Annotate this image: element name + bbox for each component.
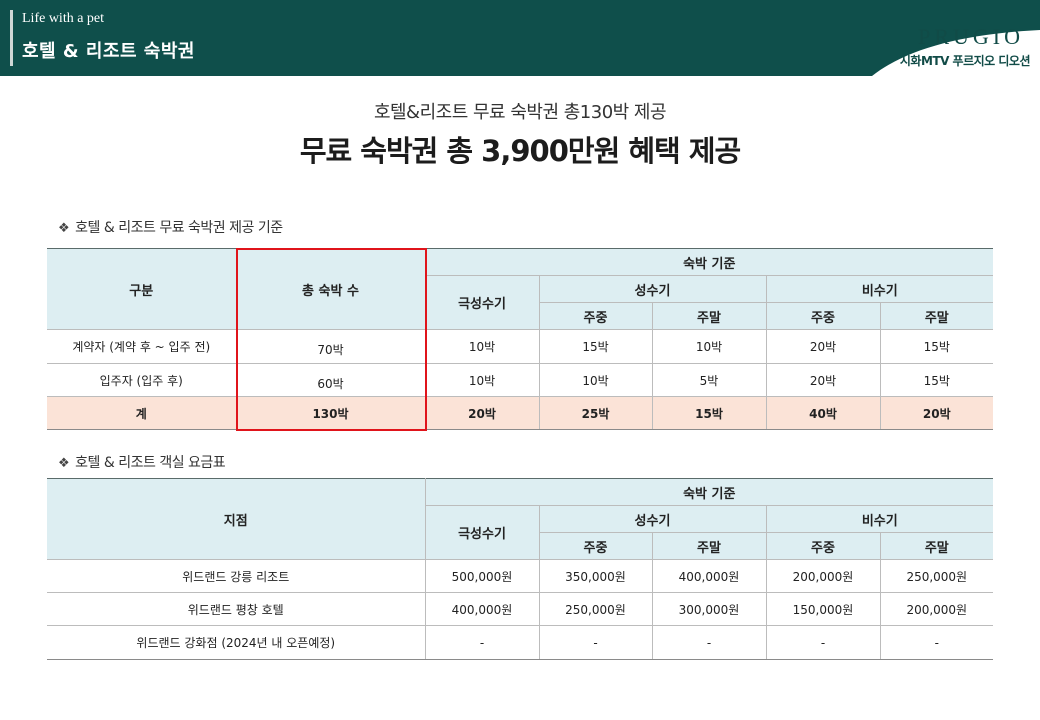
header-banner-shape xyxy=(0,0,1040,76)
total-cell: 20박 xyxy=(880,396,994,430)
total-cell: 20박 xyxy=(425,396,540,430)
header-off-peak: 비수기 xyxy=(766,275,994,303)
header-peak: 성수기 xyxy=(539,275,767,303)
table-cell: 15박 xyxy=(880,329,994,364)
table-cell: 10박 xyxy=(652,329,767,364)
table-cell: 10박 xyxy=(425,363,540,397)
row-label: 입주자 (입주 후) xyxy=(47,363,237,397)
total-cell: 15박 xyxy=(652,396,767,430)
header-peak-extreme: 극성수기 xyxy=(425,505,540,560)
header-peak: 성수기 xyxy=(539,505,767,533)
total-row: 계 130박 20박 25박 15박 40박 20박 xyxy=(47,396,994,430)
table-row: 위드랜드 평창 호텔 400,000원 250,000원 300,000원 15… xyxy=(47,592,994,626)
section2-title-text: 호텔 & 리조트 객실 요금표 xyxy=(75,455,226,471)
total-cell: 25박 xyxy=(539,396,653,430)
section2-title: ❖ 호텔 & 리조트 객실 요금표 xyxy=(58,452,226,472)
table-cell: 200,000원 xyxy=(880,592,994,626)
header-basis: 숙박 기준 xyxy=(425,248,994,276)
table-cell: 15박 xyxy=(539,329,653,364)
diamond-bullet-icon: ❖ xyxy=(58,221,70,236)
header-offpeak-weekday: 주중 xyxy=(766,302,881,330)
total-cell: 130박 xyxy=(236,396,426,430)
header-subtitle: Life with a pet xyxy=(22,11,105,26)
header-peak-extreme: 극성수기 xyxy=(425,275,540,330)
table-cell: 250,000원 xyxy=(539,592,653,626)
table-cell: - xyxy=(652,625,767,660)
table-cell: 10박 xyxy=(539,363,653,397)
table-cell: 5박 xyxy=(652,363,767,397)
row-label: 위드랜드 강화점 (2024년 내 오픈예정) xyxy=(47,625,426,660)
header-peak-weekend: 주말 xyxy=(652,532,767,560)
header-offpeak-weekend: 주말 xyxy=(880,532,994,560)
table-cell: 200,000원 xyxy=(766,559,881,593)
table-cell: 300,000원 xyxy=(652,592,767,626)
table-cell: 500,000원 xyxy=(425,559,540,593)
table-cell: - xyxy=(425,625,540,660)
table-cell: 15박 xyxy=(880,363,994,397)
row-label: 위드랜드 강릉 리조트 xyxy=(47,559,426,593)
table-cell: - xyxy=(880,625,994,660)
total-cell: 40박 xyxy=(766,396,881,430)
page-header: Life with a pet 호텔 & 리조트 숙박권 PRUGIO 시화MT… xyxy=(0,0,1040,76)
table-cell: 150,000원 xyxy=(766,592,881,626)
intro-line: 호텔&리조트 무료 숙박권 총130박 제공 xyxy=(373,102,667,123)
table-row: 계약자 (계약 후 ~ 입주 전) 70박 10박 15박 10박 20박 15… xyxy=(47,329,994,364)
header-off-peak: 비수기 xyxy=(766,505,994,533)
diamond-bullet-icon: ❖ xyxy=(58,456,70,471)
header-peak-weekday: 주중 xyxy=(539,532,653,560)
header-title: 호텔 & 리조트 숙박권 xyxy=(22,41,195,62)
table-cell: 400,000원 xyxy=(652,559,767,593)
cell-total-nights: 70박 xyxy=(236,329,426,364)
row-label: 계약자 (계약 후 ~ 입주 전) xyxy=(47,329,237,364)
brand-subtitle: 시화MTV 푸르지오 디오션 xyxy=(899,54,1031,68)
total-label: 계 xyxy=(47,396,237,430)
header-offpeak-weekend: 주말 xyxy=(880,302,994,330)
header-branch: 지점 xyxy=(47,478,426,560)
cell-total-nights: 60박 xyxy=(236,363,426,397)
header-basis: 숙박 기준 xyxy=(425,478,994,506)
row-label: 위드랜드 평창 호텔 xyxy=(47,592,426,626)
header-total-nights: 총 숙박 수 xyxy=(236,248,426,330)
section1-title: ❖ 호텔 & 리조트 무료 숙박권 제공 기준 xyxy=(58,217,283,237)
table-cell: 20박 xyxy=(766,363,881,397)
header-offpeak-weekday: 주중 xyxy=(766,532,881,560)
table-cell: 10박 xyxy=(425,329,540,364)
table-cell: 400,000원 xyxy=(425,592,540,626)
room-rate-table: 지점 숙박 기준 극성수기 성수기 비수기 주중 주말 주중 주말 위드랜드 강… xyxy=(47,478,994,660)
header-peak-weekend: 주말 xyxy=(652,302,767,330)
table-row: 위드랜드 강릉 리조트 500,000원 350,000원 400,000원 2… xyxy=(47,559,994,593)
header-peak-weekday: 주중 xyxy=(539,302,653,330)
table-cell: 20박 xyxy=(766,329,881,364)
headline: 무료 숙박권 총 3,900만원 혜택 제공 xyxy=(299,134,741,168)
free-stay-table: 구분 총 숙박 수 숙박 기준 극성수기 성수기 비수기 주중 주말 주중 주말… xyxy=(47,248,994,430)
table-cell: 250,000원 xyxy=(880,559,994,593)
table-row: 입주자 (입주 후) 60박 10박 10박 5박 20박 15박 xyxy=(47,363,994,397)
header-category: 구분 xyxy=(47,248,237,330)
table-cell: - xyxy=(766,625,881,660)
table-row: 위드랜드 강화점 (2024년 내 오픈예정) - - - - - xyxy=(47,625,994,660)
header-accent-bar xyxy=(10,10,13,66)
section1-title-text: 호텔 & 리조트 무료 숙박권 제공 기준 xyxy=(75,220,283,236)
brand-logo: PRUGIO xyxy=(918,24,1024,49)
table-cell: 350,000원 xyxy=(539,559,653,593)
table-cell: - xyxy=(539,625,653,660)
